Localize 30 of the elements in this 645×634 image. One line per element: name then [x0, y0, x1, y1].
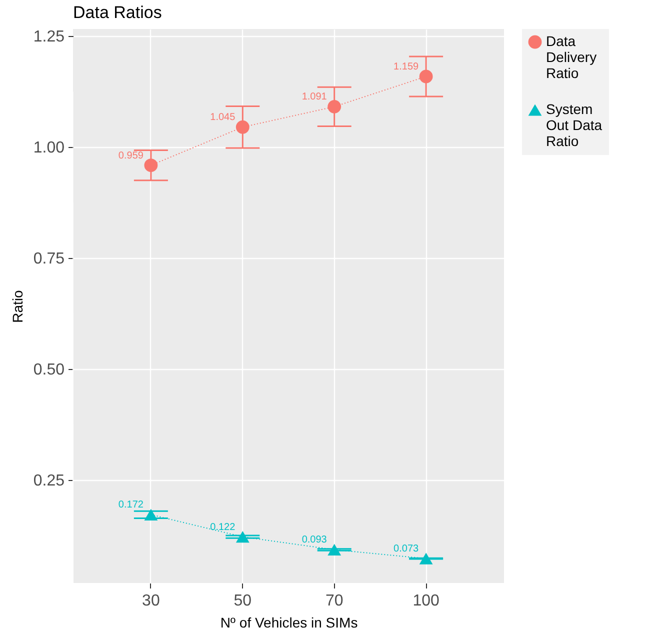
data-label: 0.172 [118, 500, 144, 511]
point [419, 552, 433, 564]
data-label: 1.045 [210, 112, 236, 124]
point [328, 544, 342, 556]
x-axis-title: Nº of Vehicles in SIMs [220, 614, 358, 630]
data-label: 0.122 [210, 522, 236, 533]
y-tick-label: 0.75 [33, 250, 65, 268]
x-tick-label: 70 [325, 592, 344, 610]
y-tick-label: 0.50 [33, 362, 65, 379]
data-label: 0.959 [118, 150, 144, 162]
point [328, 100, 342, 114]
y-tick-label: 1.25 [33, 28, 65, 46]
point [236, 531, 250, 543]
legend-label: Data Delivery Ratio [546, 33, 597, 81]
data-label: 0.093 [302, 534, 328, 546]
data-label: 0.073 [394, 544, 419, 555]
data-label: 1.091 [302, 92, 328, 103]
x-tick-label: 100 [412, 592, 440, 610]
y-tick-label: 0.25 [33, 472, 65, 490]
point [419, 70, 433, 84]
point [236, 120, 250, 134]
x-tick-label: 30 [142, 592, 160, 610]
chart-title: Data Ratios [73, 3, 162, 22]
y-tick-label: 1.00 [33, 140, 65, 157]
point [144, 508, 158, 520]
legend-label: System Out Data Ratio [546, 101, 602, 149]
y-axis-title: Ratio [9, 290, 26, 323]
x-tick-label: 50 [234, 592, 252, 610]
data-label: 1.159 [394, 62, 419, 72]
point [144, 158, 158, 172]
